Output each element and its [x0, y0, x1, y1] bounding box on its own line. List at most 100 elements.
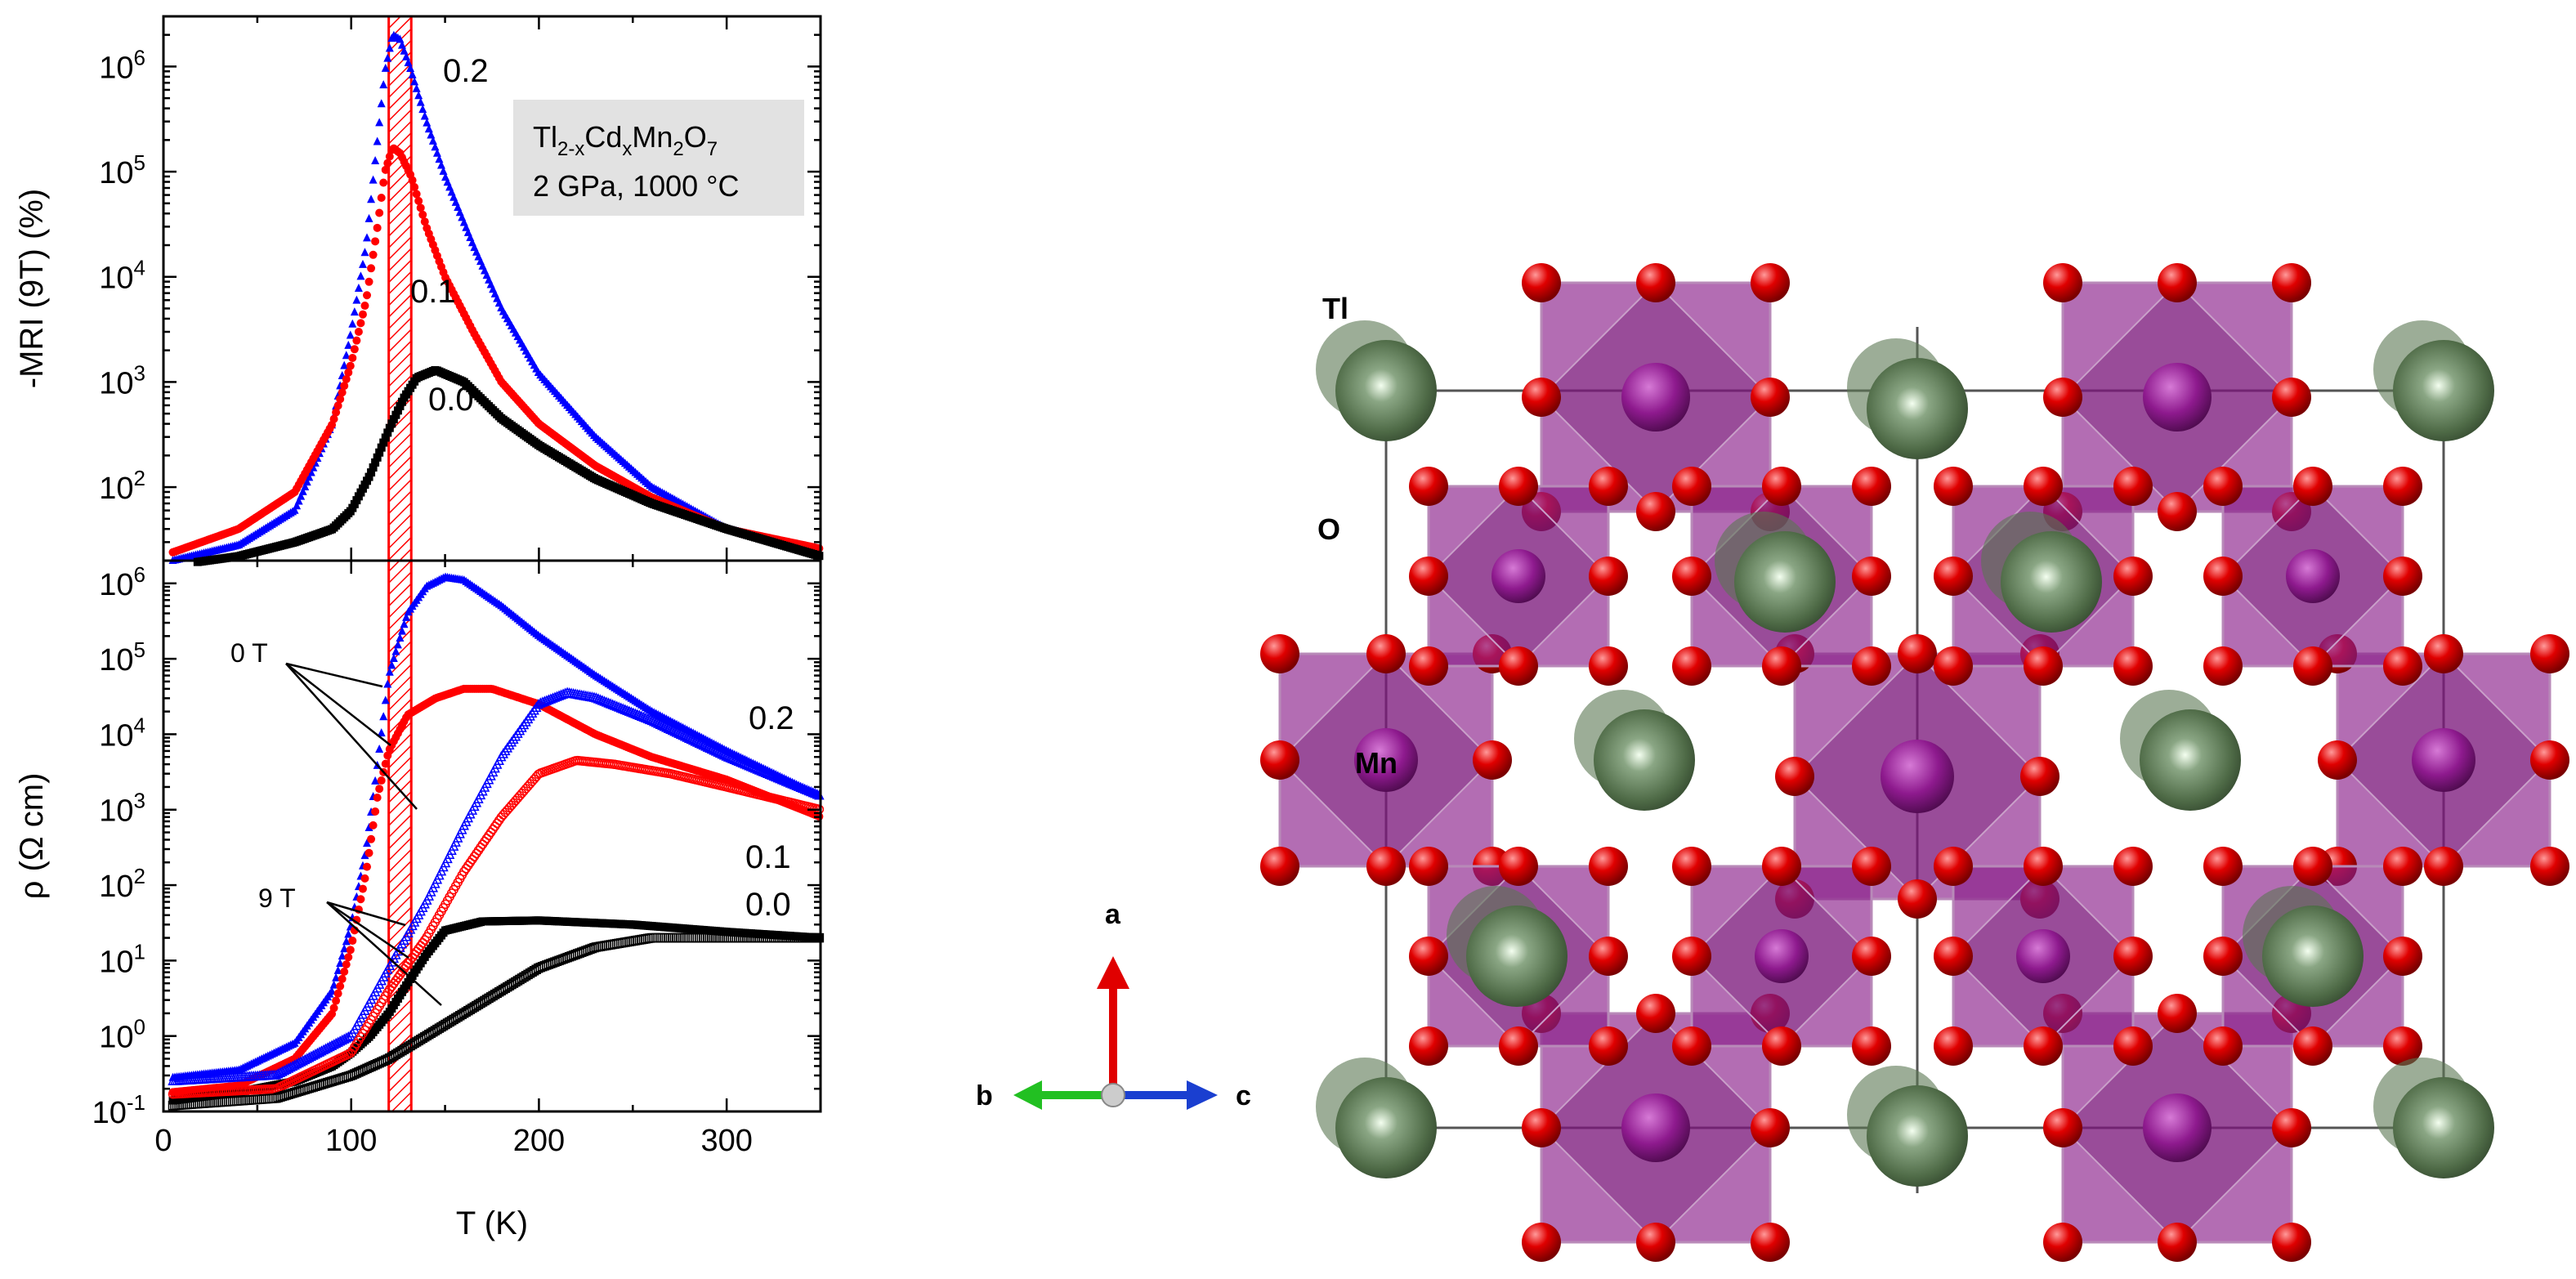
data-point [803, 785, 814, 796]
y-tick-label: 105 [99, 150, 145, 190]
data-point [758, 766, 769, 776]
axis-triad: a b c [976, 899, 1251, 1111]
data-point [775, 772, 785, 784]
o-atom [2203, 646, 2243, 686]
formula-text: Tl2-xCdxMn2O7 [533, 120, 718, 160]
data-point [367, 834, 376, 843]
mn-atom [1881, 740, 1954, 813]
o-atom [2293, 467, 2332, 506]
o-atom [2113, 937, 2153, 976]
o-atom [2272, 1223, 2311, 1262]
y-axis-label: ρ (Ω cm) [14, 773, 50, 900]
data-point [810, 788, 821, 798]
o-atom [2158, 1223, 2197, 1262]
data-point [369, 463, 378, 472]
data-point [630, 708, 641, 718]
data-point [391, 646, 400, 655]
data-point [713, 746, 723, 757]
o-atom [1473, 740, 1512, 780]
data-point [638, 711, 649, 722]
data-point [336, 395, 345, 404]
data-point [354, 284, 363, 292]
data-point [626, 706, 637, 717]
data-point [694, 737, 705, 748]
data-point [607, 699, 618, 709]
o-atom [2530, 634, 2569, 673]
mn-atom [2143, 1093, 2212, 1162]
data-point [383, 159, 392, 168]
o-atom [1672, 646, 1711, 686]
data-point [328, 986, 337, 995]
o-atom [1762, 467, 1801, 506]
data-point [356, 895, 365, 904]
data-point [298, 486, 307, 495]
data-point [678, 729, 688, 740]
o-atom [1260, 847, 1299, 886]
data-point [667, 724, 678, 736]
data-point [375, 785, 384, 794]
data-point [383, 751, 392, 760]
data-point [344, 953, 353, 962]
o-atom [1775, 757, 1814, 796]
data-point [644, 713, 655, 725]
resistivity-chart: 10-1 100 101 102 103 104 105 106 0 100 200 300 ρ (Ω … [14, 559, 825, 1241]
data-point [379, 438, 388, 447]
data-point [342, 960, 351, 969]
o-atom [1409, 557, 1448, 596]
data-point [340, 382, 349, 391]
data-point [364, 213, 373, 222]
o-atom [2113, 467, 2153, 506]
data-point [812, 789, 823, 799]
o-atom [2318, 740, 2357, 780]
data-point [601, 696, 612, 707]
data-point [649, 715, 660, 727]
o-atom [2383, 557, 2422, 596]
data-point [702, 741, 713, 752]
data-point [385, 152, 394, 161]
series-0-1-9T [168, 755, 825, 1099]
x-tick-label: 0 [154, 1124, 172, 1158]
data-point [679, 731, 691, 741]
data-point [363, 862, 372, 871]
mri-chart: 102 103 104 105 106 -MRI (9T) (%) 0.2 0.1 0.0 [14, 15, 824, 566]
data-point [336, 982, 345, 991]
data-point [541, 695, 552, 705]
b-axis-label: b [976, 1080, 993, 1111]
o-atom [1852, 937, 1891, 976]
o-atom [1852, 1026, 1891, 1066]
data-point [387, 419, 396, 428]
data-point [420, 111, 429, 120]
data-point [344, 929, 353, 938]
data-point [760, 767, 771, 777]
data-point [346, 330, 355, 339]
data-point [348, 319, 357, 328]
data-point [619, 704, 631, 714]
data-point [717, 748, 727, 759]
y-tick-label: 100 [99, 1015, 145, 1055]
o-atom [1751, 1108, 1790, 1147]
tl-atom [1594, 709, 1695, 811]
o-atom [2272, 263, 2311, 302]
data-point [360, 874, 369, 883]
o-atom [2530, 740, 2569, 780]
data-point [385, 423, 394, 432]
data-point [338, 974, 347, 983]
data-point [293, 501, 302, 510]
mn-atom [2286, 549, 2340, 603]
data-point [709, 745, 719, 755]
data-point [375, 745, 384, 754]
data-point [383, 428, 392, 437]
o-atom [2383, 1026, 2422, 1066]
y-tick-label: 106 [99, 562, 145, 602]
o-atom [2203, 467, 2243, 506]
o-atom [1589, 1026, 1628, 1066]
data-point [768, 770, 780, 781]
tl-atom [1466, 906, 1568, 1007]
tl-atom [2393, 340, 2494, 441]
o-atom [1934, 557, 1973, 596]
o-atom [2203, 937, 2243, 976]
data-point [389, 654, 398, 663]
mn-atom [1491, 549, 1545, 603]
data-point [406, 64, 415, 73]
